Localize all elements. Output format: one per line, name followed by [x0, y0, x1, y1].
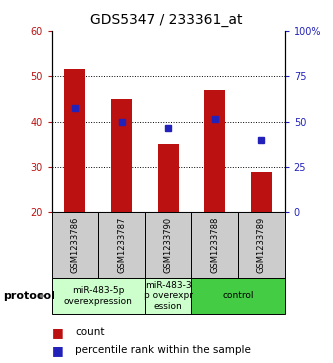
- Bar: [251, 171, 272, 212]
- Bar: [158, 144, 179, 212]
- Text: protocol: protocol: [3, 291, 55, 301]
- Bar: [64, 69, 85, 212]
- Bar: [191, 212, 238, 278]
- Text: ■: ■: [52, 326, 63, 339]
- Text: GSM1233788: GSM1233788: [210, 217, 219, 273]
- Bar: [145, 212, 191, 278]
- Text: percentile rank within the sample: percentile rank within the sample: [75, 345, 251, 355]
- Bar: [204, 90, 225, 212]
- Text: GDS5347 / 233361_at: GDS5347 / 233361_at: [90, 13, 243, 27]
- Bar: [52, 278, 145, 314]
- Text: miR-483-3
p overexpr
ession: miR-483-3 p overexpr ession: [144, 281, 193, 311]
- Bar: [191, 278, 285, 314]
- Bar: [52, 212, 98, 278]
- Bar: [111, 99, 132, 212]
- Text: count: count: [75, 327, 105, 337]
- Bar: [238, 212, 285, 278]
- Text: GSM1233790: GSM1233790: [164, 217, 173, 273]
- Text: ■: ■: [52, 344, 63, 357]
- Text: GSM1233787: GSM1233787: [117, 217, 126, 273]
- Text: miR-483-5p
overexpression: miR-483-5p overexpression: [64, 286, 133, 306]
- Text: GSM1233786: GSM1233786: [70, 217, 80, 273]
- Text: GSM1233789: GSM1233789: [257, 217, 266, 273]
- Bar: [145, 278, 191, 314]
- Text: control: control: [222, 291, 254, 300]
- Bar: [98, 212, 145, 278]
